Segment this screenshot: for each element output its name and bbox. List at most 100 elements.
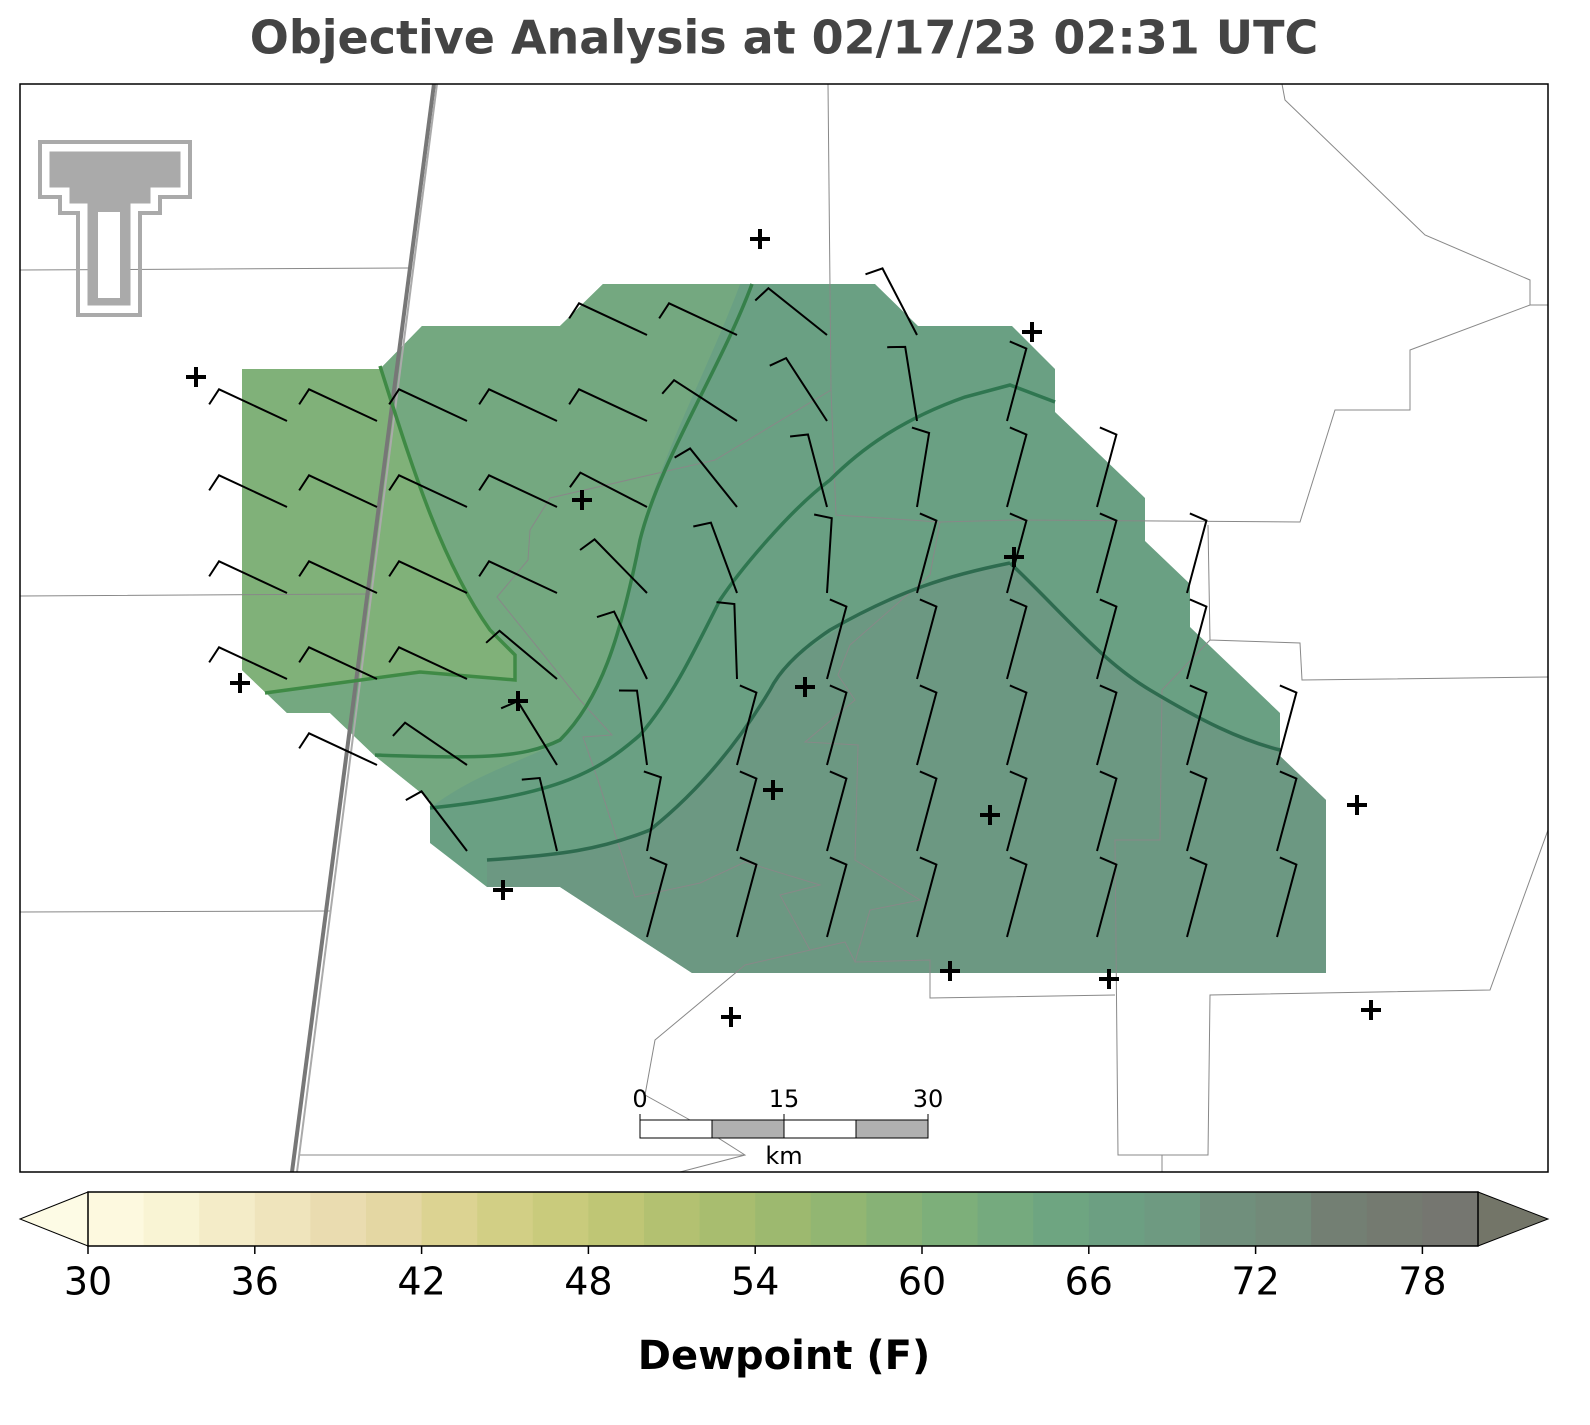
colorbar-tick-label: 48 [564,1260,612,1304]
station [186,367,206,387]
wind-barb [1006,598,1028,680]
colorbar-segment [421,1192,478,1246]
wind-barb [405,790,468,852]
colorbar-segment [88,1192,145,1246]
map-frame [19,83,1549,1173]
colorbar-segment [1088,1192,1145,1246]
wind-barb [388,474,468,508]
wind-barb [388,560,468,594]
colorbar-segment [366,1192,423,1246]
wind-barb [392,721,468,766]
wind-barb [1006,512,1028,594]
wind-barb [1096,598,1118,680]
colorbar: 30 36 42 48 54 60 66 72 78 [18,1191,1550,1304]
wind-barb [298,646,378,680]
wind-barb [754,286,828,336]
colorbar-segment [1422,1192,1479,1246]
wind-barb [916,512,938,594]
colorbar-segment [699,1192,756,1246]
colorbar-tick-label: 30 [64,1260,112,1304]
wind-barb [826,770,848,852]
wind-barb [1006,340,1028,422]
station [795,677,815,697]
wind-barb [916,684,938,766]
colorbar-segment [477,1192,534,1246]
wind-barb [1186,856,1208,938]
wind-barb [1006,856,1028,938]
wind-barb [569,471,648,508]
colorbar-tick-label: 54 [731,1260,779,1304]
wind-barb [916,598,938,680]
colorbar-segment [977,1192,1034,1246]
colorbar-segment [310,1192,367,1246]
colorbar-segment [1200,1192,1257,1246]
wind-barb [646,856,668,938]
scale-tick-label: 30 [913,1085,944,1113]
wind-barb [1006,770,1028,852]
station [493,880,513,900]
wind-barb [568,388,648,422]
wind-barb [1276,856,1298,938]
station [1361,1000,1381,1020]
colorbar-extend-low [18,1191,89,1247]
colorbar-segment [1033,1192,1090,1246]
colorbar-frame [87,1191,1479,1247]
wind-barb [1096,770,1118,852]
colorbar-tick-label: 72 [1231,1260,1279,1304]
station [572,490,592,510]
station [980,805,1000,825]
wind-barb [1096,684,1118,766]
wind-barb [568,302,648,336]
wind-barb [916,770,938,852]
wind-barb [388,388,468,422]
colorbar-segment [922,1192,979,1246]
wind-barb [618,689,648,766]
colorbar-segment [1144,1192,1201,1246]
scale-tick-label: 0 [632,1085,647,1113]
colorbar-tick-label: 42 [397,1260,445,1304]
wind-barb [736,684,758,766]
wind-barb [579,538,648,594]
contours [264,283,1281,862]
scale-bar: 0 15 30 km [632,1085,943,1170]
station [230,673,250,693]
wind-barb [478,474,558,508]
wind-barb [298,388,378,422]
colorbar-segment [143,1192,200,1246]
station [1099,969,1119,989]
colorbar-tick-label: 60 [898,1260,946,1304]
wind-barb [1186,684,1208,766]
scale-segment [711,1119,785,1139]
wind-barb [298,732,378,766]
colorbar-segment [1255,1192,1312,1246]
colorbar-segment [254,1192,311,1246]
wind-barb [208,560,288,594]
colorbar-segment [588,1192,645,1246]
wind-barb [596,610,648,680]
wind-barb [208,474,288,508]
wind-barb [865,267,918,336]
wind-barb [916,856,938,938]
wind-barb [813,513,833,594]
wind-barb [736,856,758,938]
colorbar-segment [755,1192,812,1246]
colorbar-tick-label: 78 [1398,1260,1446,1304]
wind-barb [298,474,378,508]
station [750,229,770,249]
wind-barb [208,646,288,680]
stations [186,229,1381,1027]
wind-barb [478,560,558,594]
wind-barb [1096,426,1118,508]
wind-barb [1186,770,1208,852]
wind-barb [521,776,558,852]
station [721,1007,741,1027]
wind-barb [478,388,558,422]
wind-barb [826,598,848,680]
wind-barb [661,378,738,422]
scale-tick-label: 15 [769,1085,800,1113]
state-border [290,84,438,1172]
wind-barb [1006,684,1028,766]
wind-barb [208,388,288,422]
wind-barb [693,521,738,594]
map [20,84,1548,1172]
